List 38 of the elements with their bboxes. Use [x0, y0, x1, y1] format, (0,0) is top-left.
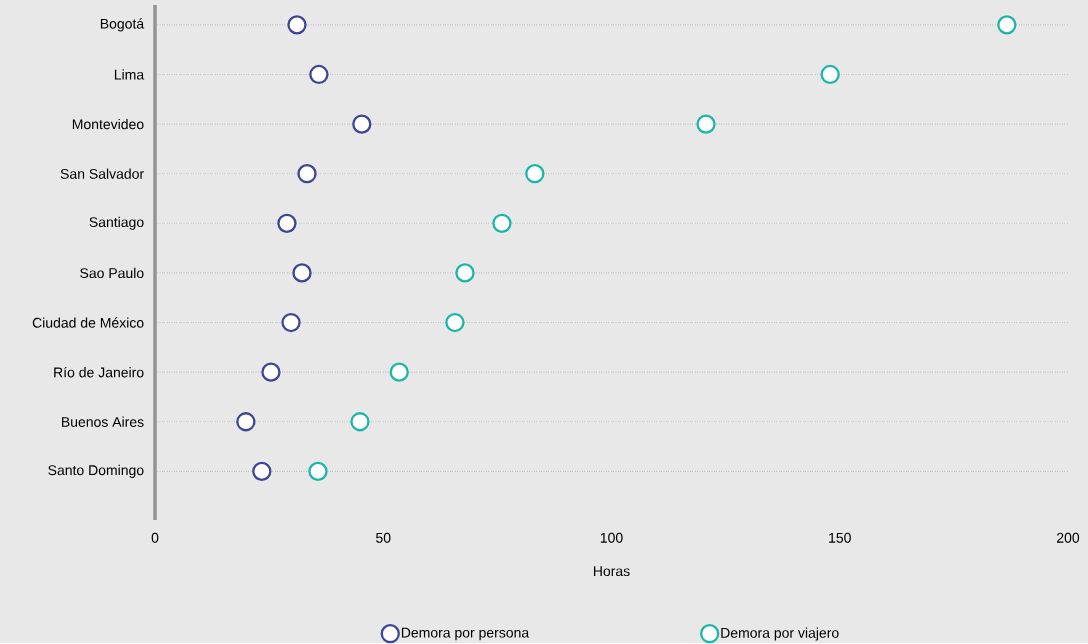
y-tick-label: Santo Domingo: [48, 464, 144, 478]
point: [261, 362, 281, 382]
legend-label: Demora por persona: [401, 627, 530, 641]
point: [277, 213, 297, 233]
y-tick-label: Montevideo: [72, 118, 144, 130]
point: [308, 461, 328, 481]
y-tick-label: Lima: [114, 69, 145, 80]
x-tick-label: 200: [1057, 532, 1080, 543]
point: [696, 114, 716, 134]
x-tick-label: 50: [376, 532, 391, 543]
point: [236, 412, 256, 432]
point: [292, 263, 312, 283]
point: [389, 362, 409, 382]
y-tick-label: Santiago: [89, 216, 144, 230]
y-tick-label: Sao Paulo: [80, 267, 144, 278]
point: [352, 114, 372, 134]
point: [297, 163, 317, 184]
point: [252, 461, 272, 481]
x-axis-title: Horas: [593, 566, 630, 576]
point: [525, 163, 545, 184]
point: [997, 15, 1017, 35]
x-tick-label: 0: [151, 532, 159, 543]
point: [492, 213, 512, 233]
x-tick-label: 150: [829, 532, 851, 543]
point: [281, 312, 301, 333]
y-tick-label: Ciudad de México: [32, 317, 144, 328]
point: [820, 64, 840, 85]
legend-label: Demora por viajero: [721, 627, 839, 641]
point: [287, 15, 307, 35]
point: [350, 412, 370, 432]
y-tick-label: Río de Janeiro: [54, 366, 144, 378]
x-tick-label: 100: [600, 532, 623, 543]
point: [445, 312, 465, 333]
point: [455, 263, 475, 283]
point: [309, 64, 329, 85]
y-tick-label: San Salvador: [60, 168, 144, 179]
y-tick-label: Bogotá: [100, 18, 145, 32]
y-tick-label: Buenos Aires: [62, 416, 144, 427]
